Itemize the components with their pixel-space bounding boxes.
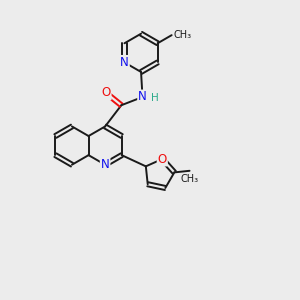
Text: CH₃: CH₃ — [181, 174, 199, 184]
Text: CH₃: CH₃ — [173, 30, 191, 40]
Text: H: H — [151, 94, 159, 103]
Text: N: N — [120, 56, 129, 69]
Text: N: N — [138, 91, 147, 103]
Text: O: O — [101, 86, 111, 99]
Text: O: O — [158, 152, 167, 166]
Text: N: N — [101, 158, 110, 171]
